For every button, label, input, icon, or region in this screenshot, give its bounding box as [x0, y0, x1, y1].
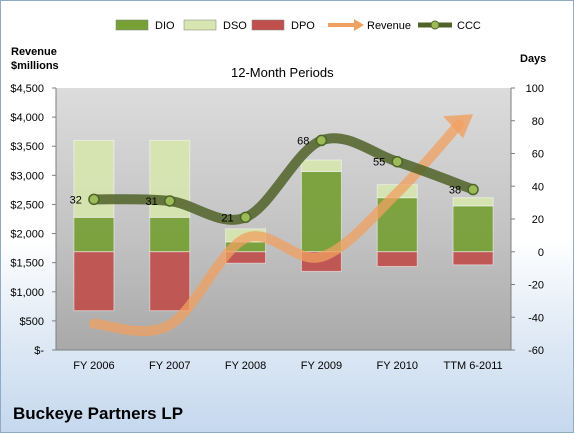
legend: DIO DSO DPO Revenue CCC: [115, 19, 481, 32]
ccc-data-label: 31: [146, 196, 158, 208]
plot-area: [56, 88, 511, 350]
bar-dpo: [73, 251, 115, 312]
left-axis-title: Revenue $millions: [11, 46, 59, 72]
revenue-arrowhead: [443, 114, 474, 139]
right-axis-title: Days: [520, 53, 547, 65]
right-tick-label: 20: [532, 214, 544, 226]
legend-label: DSO: [223, 20, 247, 32]
category-label: FY 2006: [73, 360, 114, 372]
ccc-data-label: 32: [70, 194, 82, 206]
legend-swatch-dso: [183, 19, 217, 31]
ccc-point: [164, 195, 176, 207]
legend-marker-ccc: [430, 20, 440, 30]
legend-label: DPO: [291, 20, 315, 32]
bar-dpo: [376, 251, 418, 267]
ccc-data-label: 21: [221, 212, 233, 224]
bar-dio: [452, 205, 494, 253]
line-revenue: [88, 119, 465, 337]
left-tick-label: $4,500: [10, 83, 44, 95]
right-tick-label: -60: [528, 345, 544, 357]
category-label: FY 2008: [225, 360, 266, 372]
left-tick-label: $4,000: [10, 112, 44, 124]
right-tick-label: 0: [538, 247, 544, 259]
ccc-point: [467, 183, 479, 196]
legend-arrow-revenue: [354, 19, 364, 31]
right-tick-label: -20: [528, 280, 544, 292]
bar-dso: [300, 159, 342, 173]
legend-label: CCC: [457, 20, 481, 32]
right-tick-label: 40: [532, 181, 544, 193]
right-tick-label: 100: [526, 83, 544, 95]
left-tick-label: $1,500: [10, 258, 44, 270]
bar-dpo: [149, 251, 191, 312]
bar-dpo: [452, 251, 494, 266]
category-label: FY 2010: [377, 360, 418, 372]
ccc-data-label: 55: [373, 157, 385, 169]
right-tick-label: 60: [532, 149, 544, 161]
ccc-point: [239, 211, 252, 224]
bar-dio: [73, 216, 115, 253]
right-tick-label: -40: [528, 312, 544, 324]
bar-dio: [149, 216, 191, 253]
chart-subtitle: 12-Month Periods: [231, 65, 334, 80]
ccc-data-label: 38: [449, 185, 461, 197]
left-tick-label: $-: [34, 345, 44, 357]
legend-swatch-dio: [115, 19, 149, 31]
left-tick-label: $2,500: [10, 199, 44, 211]
legend-label: DIO: [155, 20, 175, 32]
ccc-point: [88, 193, 100, 206]
ccc-point: [391, 155, 403, 168]
axes-group: $- $500 $1,000 $1,500 $2,000 $2,500 $3,000 $3,5…: [10, 83, 544, 372]
ccc-point: [315, 134, 328, 147]
left-tick-label: $3,000: [10, 170, 44, 182]
category-label: FY 2009: [301, 360, 342, 372]
bars-group: [73, 139, 494, 312]
legend-swatch-dpo: [251, 19, 285, 31]
company-name: Buckeye Partners LP: [13, 404, 184, 423]
left-tick-label: $500: [20, 316, 44, 328]
legend-label: Revenue: [367, 20, 411, 32]
right-tick-label: 80: [532, 116, 544, 128]
category-label: TTM 6-2011: [444, 360, 503, 372]
bar-dso: [452, 197, 494, 207]
left-tick-label: $2,000: [10, 229, 44, 241]
left-tick-label: $3,500: [10, 141, 44, 153]
lines-group: 32 31 21 68 55 38: [70, 114, 479, 337]
category-label: FY 2007: [149, 360, 190, 372]
left-tick-label: $1,000: [10, 287, 44, 299]
bar-dio: [300, 171, 342, 253]
ccc-data-label: 68: [297, 135, 309, 147]
